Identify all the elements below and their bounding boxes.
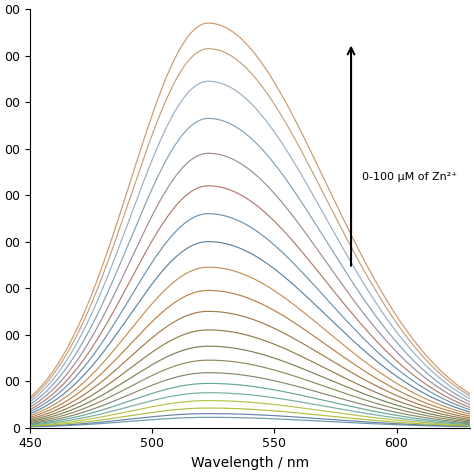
X-axis label: Wavelength / nm: Wavelength / nm [191,456,309,470]
Text: 0-100 μM of Zn²⁺: 0-100 μM of Zn²⁺ [362,172,457,182]
